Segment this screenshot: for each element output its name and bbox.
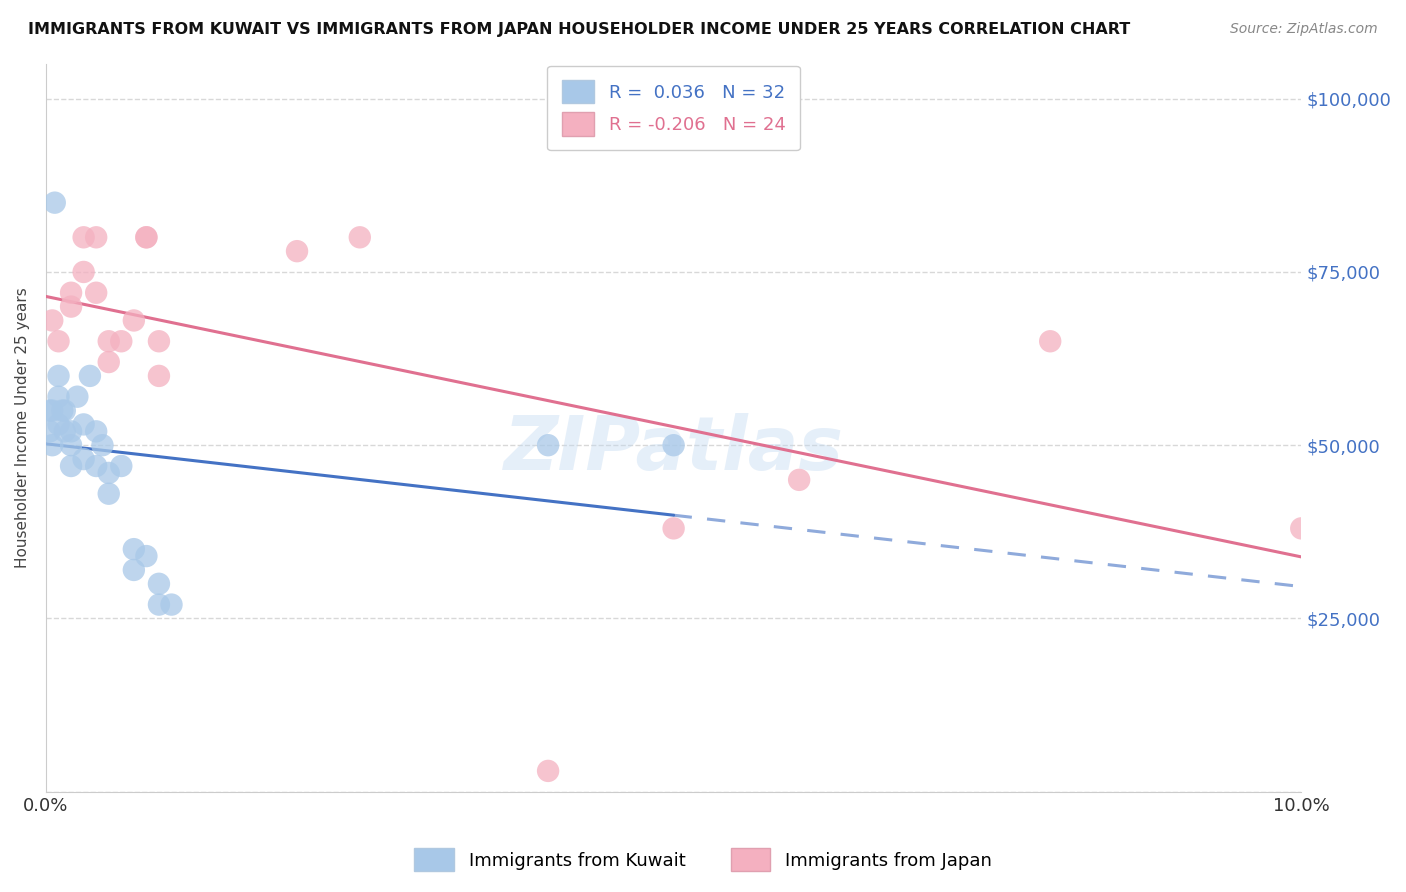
Point [97,466,120,480]
Point [148,334,170,349]
Point [38,425,60,439]
Text: Source: ZipAtlas.com: Source: ZipAtlas.com [1230,22,1378,37]
Point [97,334,120,349]
Point [53,425,76,439]
Point [48,417,70,432]
Point [97,486,120,500]
Point [91,438,114,452]
Point [135,230,157,244]
Point [349,230,371,244]
Point [110,334,132,349]
Point [60,285,83,300]
Point [148,368,170,383]
Point [60,300,83,314]
Point [51,403,73,417]
Point [787,473,810,487]
Point [84,458,107,473]
Point [72,265,94,279]
Point [60,458,83,473]
Point [1039,334,1062,349]
Point [84,230,107,244]
Point [537,764,560,778]
Point [48,390,70,404]
Point [135,230,157,244]
Point [537,438,560,452]
Point [122,563,145,577]
Point [97,355,120,369]
Point [72,452,94,467]
Text: ZIPatlas: ZIPatlas [503,413,844,486]
Point [41,438,63,452]
Point [79,368,101,383]
Point [285,244,308,259]
Point [122,313,145,327]
Legend: R =  0.036   N = 32, R = -0.206   N = 24: R = 0.036 N = 32, R = -0.206 N = 24 [547,66,800,150]
Point [41,403,63,417]
Point [84,285,107,300]
Point [66,390,89,404]
Y-axis label: Householder Income Under 25 years: Householder Income Under 25 years [15,287,30,568]
Point [48,368,70,383]
Point [160,598,183,612]
Point [122,542,145,557]
Point [53,403,76,417]
Point [1291,521,1313,535]
Point [60,425,83,439]
Point [148,576,170,591]
Point [48,334,70,349]
Point [148,598,170,612]
Point [60,438,83,452]
Point [72,230,94,244]
Point [44,195,66,210]
Text: IMMIGRANTS FROM KUWAIT VS IMMIGRANTS FROM JAPAN HOUSEHOLDER INCOME UNDER 25 YEAR: IMMIGRANTS FROM KUWAIT VS IMMIGRANTS FRO… [28,22,1130,37]
Point [38,403,60,417]
Point [135,549,157,563]
Point [72,417,94,432]
Point [84,425,107,439]
Legend: Immigrants from Kuwait, Immigrants from Japan: Immigrants from Kuwait, Immigrants from … [408,841,998,879]
Point [110,458,132,473]
Point [662,438,685,452]
Point [41,313,63,327]
Point [662,521,685,535]
